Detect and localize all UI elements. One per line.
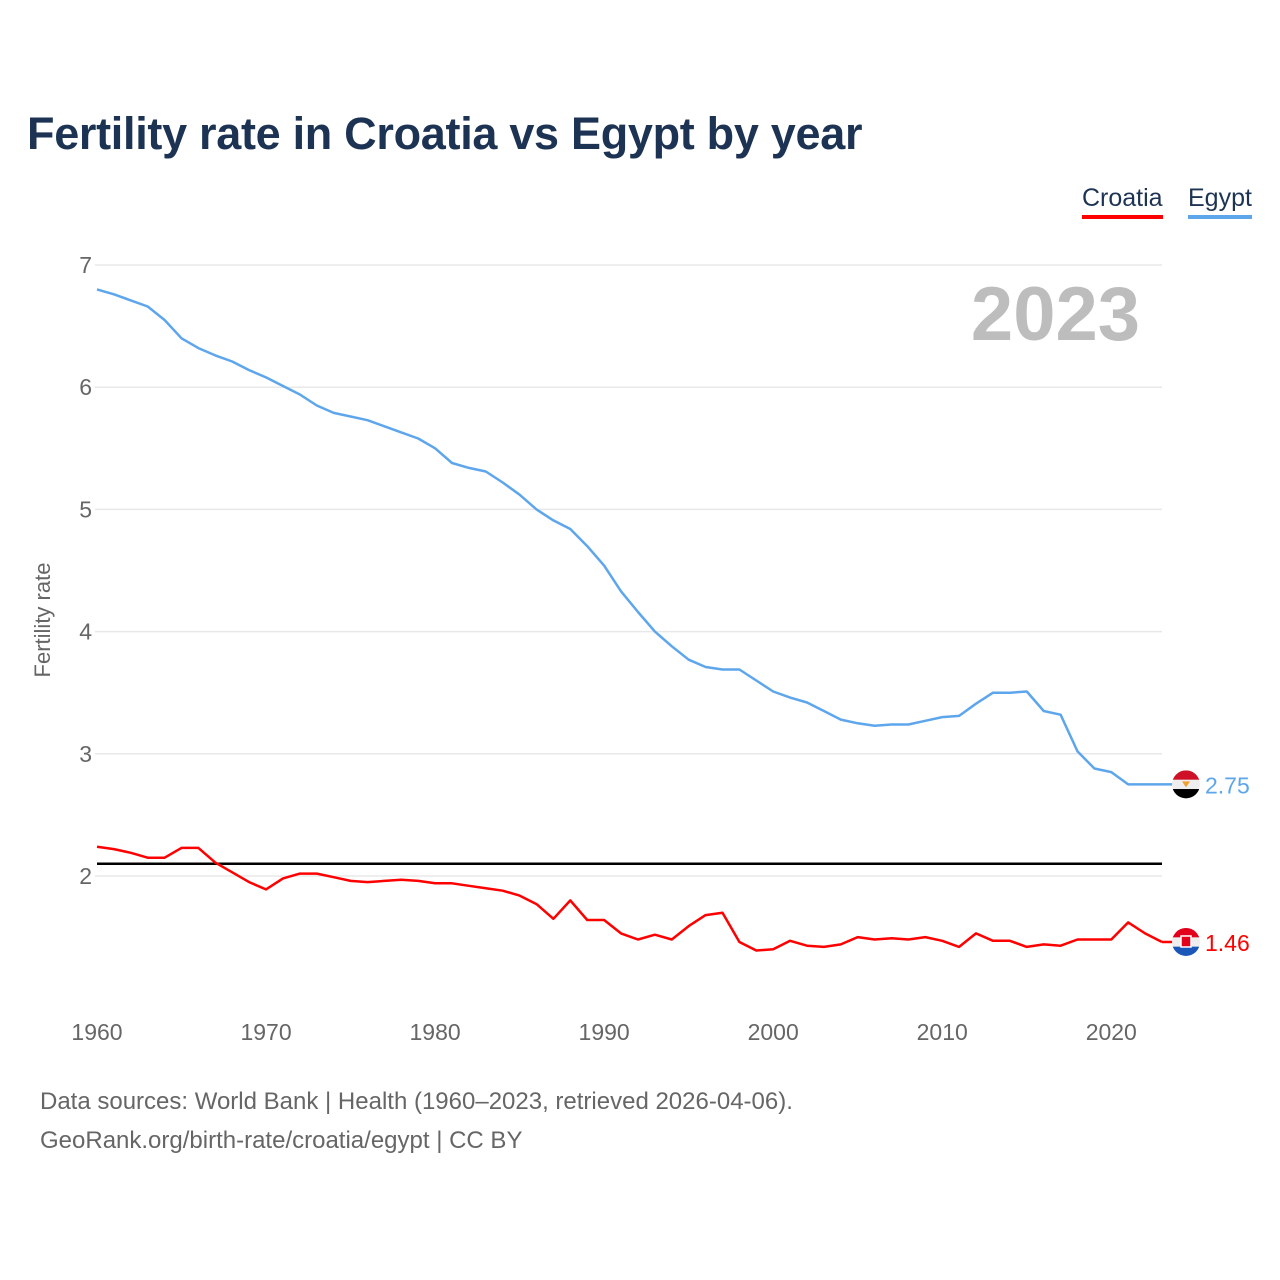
series-line-croatia — [96, 845, 1163, 952]
legend-egypt[interactable]: Egypt — [1188, 184, 1252, 219]
flag-stripe — [1172, 770, 1200, 781]
year-watermark: 2023 — [971, 272, 1140, 357]
flag-egypt-icon — [1172, 770, 1200, 799]
end-value-label: 1.46 — [1205, 930, 1250, 956]
y-tick-label: 4 — [79, 619, 92, 645]
flag-croatia-icon — [1172, 927, 1200, 956]
flag-stripe — [1172, 927, 1200, 938]
flag-emblem — [1182, 781, 1190, 788]
series-line-egypt — [96, 288, 1162, 786]
y-tick-label: 7 — [79, 252, 92, 278]
flag-stripe — [1172, 789, 1200, 799]
source-text: Data sources: World Bank | Health (1960–… — [40, 1088, 793, 1115]
x-tick-label: 1970 — [240, 1019, 291, 1045]
y-tick-label: 3 — [79, 741, 92, 767]
x-tick-label: 2010 — [917, 1019, 968, 1045]
y-tick-label: 5 — [79, 496, 92, 522]
x-tick-label: 2000 — [748, 1019, 799, 1045]
chart-title: Fertility rate in Croatia vs Egypt by ye… — [27, 108, 863, 159]
legend-croatia[interactable]: Croatia — [1082, 184, 1163, 219]
x-tick-label: 1990 — [579, 1019, 630, 1045]
x-tick-label: 2020 — [1086, 1019, 1137, 1045]
y-axis-label: Fertility rate — [30, 563, 55, 678]
credit-link[interactable]: GeoRank.org/birth-rate/croatia/egypt | C… — [40, 1127, 523, 1154]
x-tick-label: 1980 — [410, 1019, 461, 1045]
y-tick-label: 2 — [79, 863, 92, 889]
end-value-label: 2.75 — [1205, 772, 1250, 798]
flag-stripe — [1172, 946, 1200, 956]
flag-shield — [1180, 935, 1192, 948]
y-tick-label: 6 — [79, 374, 92, 400]
x-tick-label: 1960 — [71, 1019, 122, 1045]
